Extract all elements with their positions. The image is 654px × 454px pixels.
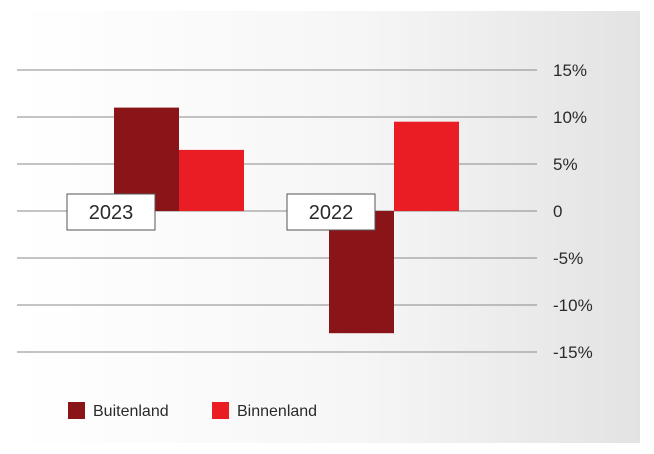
y-tick-label: -10% [553, 296, 593, 315]
legend-swatch-buitenland [68, 402, 85, 419]
bar-buitenland-2022 [329, 211, 394, 334]
legend-label-binnenland: Binnenland [237, 403, 317, 420]
category-labels: 2023 2022 [66, 193, 376, 231]
legend-swatch-binnenland [212, 402, 229, 419]
category-label: 2023 [89, 202, 134, 224]
y-tick-label: 10% [553, 108, 587, 127]
category-label-frame [66, 193, 156, 231]
category-label: 2022 [309, 202, 354, 224]
y-tick-label: 0 [553, 202, 562, 221]
y-tick-label: 5% [553, 155, 578, 174]
y-tick-label: 15% [553, 61, 587, 80]
bar-binnenland-2023 [179, 149, 244, 211]
bar-binnenland-2022 [394, 121, 459, 211]
category-label-box: 2022 [286, 193, 376, 231]
y-tick-label: -5% [553, 249, 583, 268]
legend-label-buitenland: Buitenland [93, 403, 169, 420]
y-axis-ticks: 15% 10% 5% 0 -5% -10% -15% [553, 61, 593, 362]
y-tick-label: -15% [553, 343, 593, 362]
category-label-frame [286, 193, 376, 231]
bars [114, 107, 459, 334]
category-label-box: 2023 [66, 193, 156, 231]
legend: Buitenland Binnenland [68, 402, 317, 420]
